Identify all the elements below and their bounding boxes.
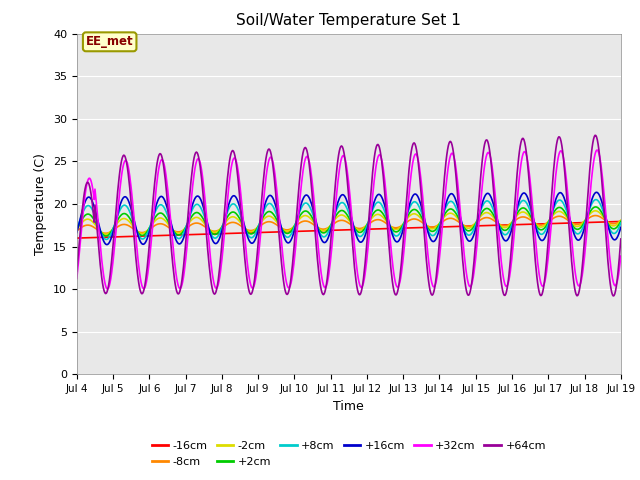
+8cm [592,197,600,203]
-2cm [416,214,424,220]
+16cm [195,193,202,199]
+64cm [415,165,422,170]
Text: EE_met: EE_met [86,36,134,48]
+16cm [431,237,439,243]
-8cm [416,218,424,224]
-2cm [195,215,202,221]
+32cm [140,286,147,291]
+16cm [593,190,600,195]
-2cm [102,231,109,237]
+8cm [73,227,81,232]
-8cm [83,222,90,228]
+32cm [416,165,424,171]
+2cm [617,218,625,224]
X-axis label: Time: Time [333,400,364,413]
+64cm [431,285,438,291]
+8cm [195,202,202,208]
+2cm [416,211,424,216]
-2cm [431,225,439,230]
-16cm [617,218,625,224]
+2cm [223,214,231,220]
+32cm [593,147,601,153]
+32cm [104,286,111,292]
+64cm [609,293,617,299]
Legend: -16cm, -8cm, -2cm, +2cm, +8cm, +16cm, +32cm, +64cm: -16cm, -8cm, -2cm, +2cm, +8cm, +16cm, +3… [147,437,550,471]
+64cm [139,290,147,296]
+8cm [431,231,439,237]
+2cm [140,232,147,238]
+16cm [83,196,90,202]
-2cm [83,216,90,222]
-8cm [140,229,147,235]
Line: +2cm: +2cm [77,207,621,236]
+8cm [83,204,90,209]
+32cm [195,156,202,162]
+64cm [617,236,625,242]
Line: +16cm: +16cm [77,192,621,245]
+64cm [83,180,90,186]
+64cm [223,184,230,190]
+2cm [73,226,81,232]
-16cm [223,230,230,236]
-16cm [431,224,438,230]
+16cm [103,242,111,248]
Line: -8cm: -8cm [77,216,621,233]
+16cm [617,225,625,230]
-8cm [73,228,81,234]
+8cm [223,209,231,215]
+32cm [83,182,90,188]
+2cm [102,233,110,239]
+32cm [223,198,231,204]
Y-axis label: Temperature (C): Temperature (C) [35,153,47,255]
-16cm [83,235,90,240]
+8cm [102,237,110,242]
+16cm [73,229,81,235]
+2cm [592,204,600,210]
+8cm [140,236,147,242]
-2cm [223,217,231,223]
+2cm [83,212,90,217]
-8cm [195,220,202,226]
Line: -2cm: -2cm [77,211,621,234]
-8cm [223,221,231,227]
+16cm [140,241,147,247]
+8cm [416,205,424,211]
+8cm [617,220,625,226]
+64cm [591,132,599,138]
+64cm [194,151,202,157]
-2cm [591,208,599,214]
+32cm [617,253,625,259]
+64cm [73,268,81,274]
-8cm [102,230,109,236]
-8cm [431,224,439,229]
+32cm [73,276,81,281]
Line: -16cm: -16cm [77,221,621,238]
Line: +32cm: +32cm [77,150,621,289]
-2cm [73,227,81,232]
-8cm [617,218,625,224]
+32cm [431,282,439,288]
Title: Soil/Water Temperature Set 1: Soil/Water Temperature Set 1 [236,13,461,28]
-8cm [592,213,600,218]
+2cm [195,210,202,216]
+16cm [416,198,424,204]
-16cm [415,225,422,230]
-16cm [73,235,81,241]
Line: +8cm: +8cm [77,200,621,240]
+2cm [431,227,439,233]
Line: +64cm: +64cm [77,135,621,296]
-16cm [194,231,202,237]
-2cm [617,217,625,223]
+16cm [223,206,231,212]
-16cm [139,233,147,239]
-2cm [140,230,147,236]
